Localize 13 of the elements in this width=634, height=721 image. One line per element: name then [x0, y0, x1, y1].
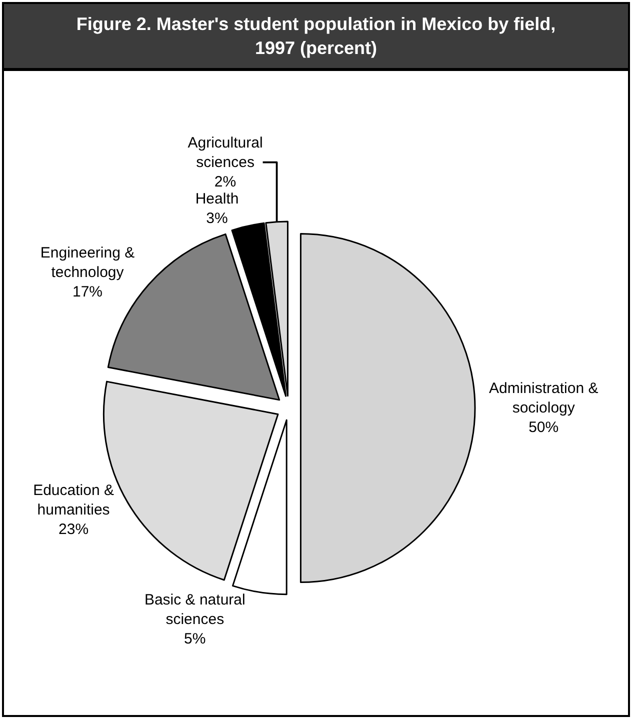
slice-label: Engineering & technology [40, 244, 135, 281]
data-label: 3% [206, 210, 228, 227]
data-label: 17% [72, 283, 103, 300]
slice-label: Administration & sociology [489, 380, 598, 416]
slice-label: Health [195, 190, 239, 208]
slice-label: Agricultural sciences [188, 134, 263, 171]
data-label: 5% [184, 630, 206, 648]
slice-label: Basic & natural sciences [144, 592, 246, 628]
data-label: 23% [58, 521, 89, 538]
data-label: 50% [528, 419, 559, 436]
slice-label: Education & humanities [33, 482, 114, 519]
chart-title: Figure 2. Master's student population in Mexico by field, 1997 (percent) [4, 4, 628, 71]
data-label: 2% [214, 173, 236, 190]
